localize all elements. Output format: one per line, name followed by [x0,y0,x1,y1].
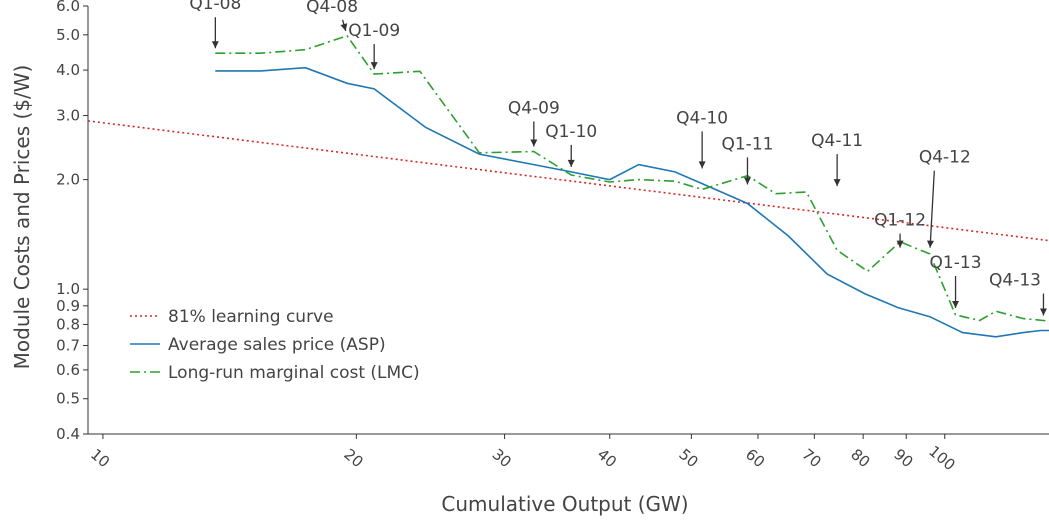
x-tick-label: 20 [340,445,366,471]
x-tick-label: 100 [925,442,959,474]
y-tick-label: 0.5 [56,390,80,408]
x-tick-label: 90 [890,445,916,471]
y-tick-label: 0.9 [56,297,80,315]
annotation-arrowhead [698,161,706,169]
annotation-arrowhead [211,41,219,49]
annotation-arrowhead [340,23,348,31]
annotation-arrowhead [833,179,841,187]
y-tick-label: 6.0 [56,0,80,15]
annotation-label: Q4-13 [989,271,1041,291]
x-axis-title: Cumulative Output (GW) [441,492,688,516]
y-tick-label: 4.0 [56,61,80,79]
annotation-arrow [929,170,935,248]
y-tick-label: 3.0 [56,107,80,125]
x-tick-label: 10 [87,445,113,471]
annotation-label: Q4-11 [811,131,863,151]
series-line-3 [215,34,1049,323]
annotation-arrowhead [896,240,904,248]
annotation-arrowhead [530,139,538,147]
x-tick-label: 80 [847,445,873,471]
series-lines [88,34,1049,338]
series-line-1 [88,120,1049,242]
annotation-label: Q1-11 [721,134,773,154]
annotation-label: Q1-09 [348,21,400,41]
legend-label: Average sales price (ASP) [168,335,386,355]
x-tick-label: 40 [594,445,620,471]
annotations: Q1-08 Q4-08 Q1-09 Q4-09 Q1-10 Q4-10 Q1-11 Q4-11… [189,0,1047,316]
series-line-2 [215,66,1049,338]
annotation-arrowhead [743,177,751,185]
legend: 81% learning curve Average sales price (A… [130,307,420,383]
legend-label: Long-run marginal cost (LMC) [168,363,420,383]
annotation-label: Q4-12 [919,148,971,168]
annotation-label: Q4-10 [676,108,728,128]
y-tick-label: 1.0 [56,280,80,298]
annotation-arrowhead [926,240,934,248]
annotation-arrowhead [952,301,960,309]
annotation-label: Q1-08 [189,0,241,14]
annotation-label: Q4-09 [508,98,560,118]
x-tick-label: 60 [742,445,768,471]
y-axis-title: Module Costs and Prices ($/W) [10,65,34,370]
annotation-label: Q1-13 [930,253,982,273]
annotation-label: Q1-12 [874,211,926,231]
x-tick-label: 70 [798,445,824,471]
annotation-arrowhead [1039,308,1047,316]
y-tick-label: 0.4 [56,425,80,443]
y-tick-label: 0.8 [56,315,80,333]
x-tick-label: 50 [675,445,701,471]
x-tick-label: 30 [489,445,515,471]
y-tick-label: 2.0 [56,171,80,189]
annotation-label: Q4-08 [306,0,358,17]
y-tick-label: 5.0 [56,26,80,44]
annotation-arrowhead [370,62,378,70]
y-tick-label: 0.6 [56,361,80,379]
annotation-label: Q1-10 [545,122,597,142]
annotation-arrowhead [567,159,575,167]
y-tick-label: 0.7 [56,337,80,355]
legend-label: 81% learning curve [168,307,334,327]
